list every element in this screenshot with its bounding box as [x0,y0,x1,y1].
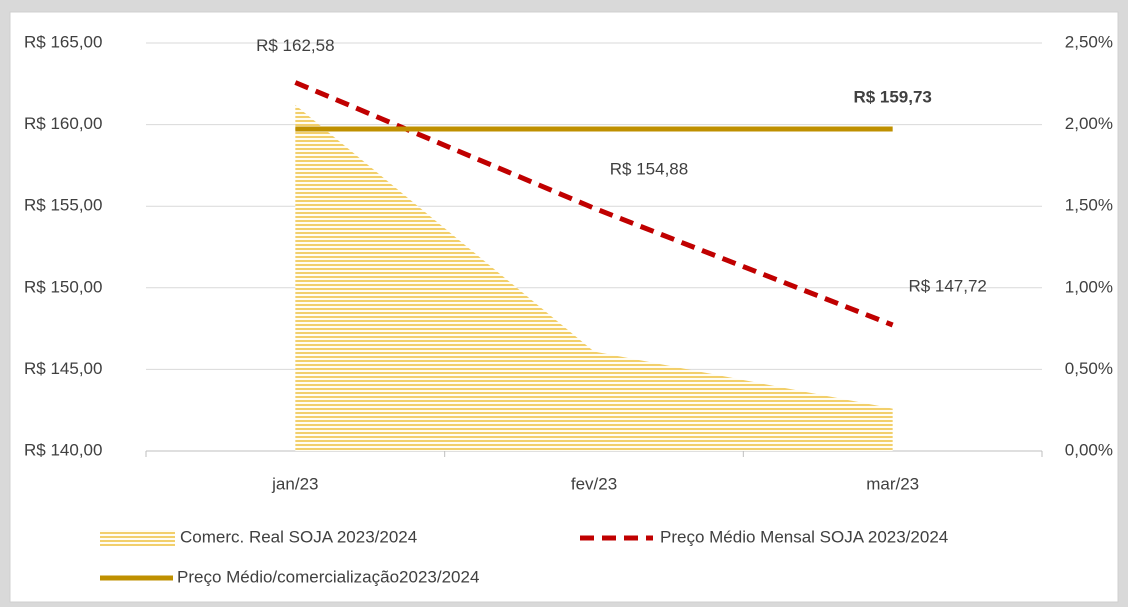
legend-label: Preço Médio/comercialização2023/2024 [177,567,479,586]
legend-label: Comerc. Real SOJA 2023/2024 [180,527,417,546]
data-label: R$ 159,73 [853,87,931,106]
y2-tick-label: 2,00% [1065,114,1113,133]
x-tick-label: jan/23 [271,474,318,493]
legend-label: Preço Médio Mensal SOJA 2023/2024 [660,527,948,546]
data-label: R$ 154,88 [610,160,688,179]
data-label: R$ 147,72 [908,276,986,295]
y-tick-label: R$ 165,00 [24,32,102,51]
chart-background [9,11,1119,603]
y2-tick-label: 0,00% [1065,440,1113,459]
y-tick-label: R$ 160,00 [24,114,102,133]
x-tick-label: fev/23 [571,474,617,493]
x-tick-label: mar/23 [866,474,919,493]
y-tick-label: R$ 150,00 [24,277,102,296]
line [294,80,894,328]
y-tick-label: R$ 145,00 [24,359,102,378]
y2-tick-label: 1,00% [1065,277,1113,296]
data-label: R$ 162,58 [256,36,334,55]
legend-swatch [100,530,175,546]
area [295,105,893,452]
y2-tick-label: 2,50% [1065,32,1113,51]
y2-tick-label: 0,50% [1065,359,1113,378]
y-tick-label: R$ 140,00 [24,440,102,459]
y-tick-label: R$ 155,00 [24,196,102,215]
y2-tick-label: 1,50% [1065,196,1113,215]
